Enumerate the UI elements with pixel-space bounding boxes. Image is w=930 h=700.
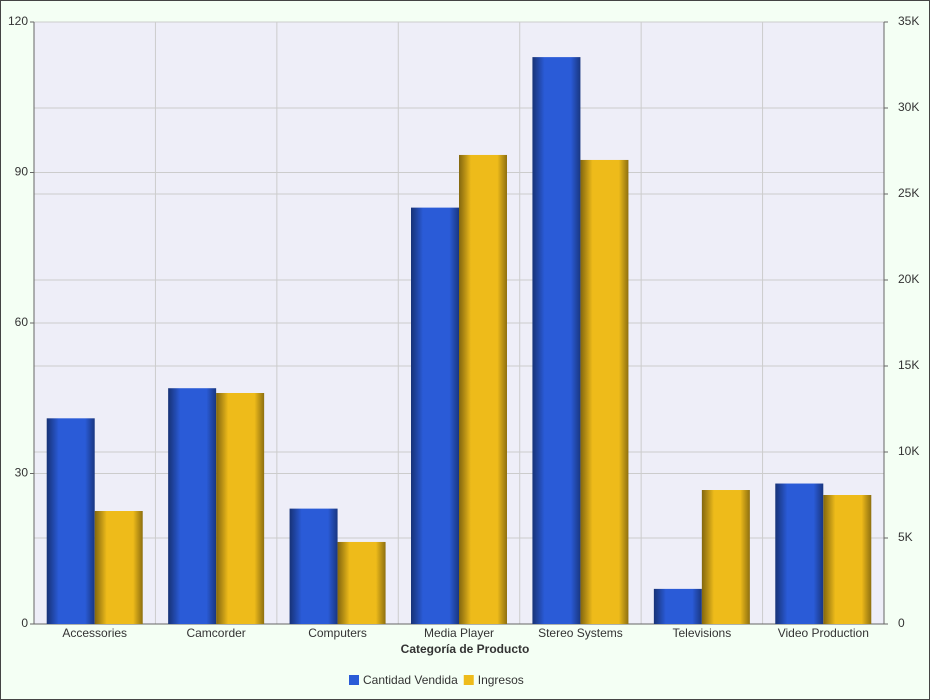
legend-swatch [349, 675, 359, 685]
bar [532, 57, 581, 625]
y2-tick-label: 35K [898, 14, 919, 28]
x-axis-title: Categoría de Producto [401, 642, 530, 656]
legend-label: Ingresos [478, 673, 524, 687]
x-tick-label: Camcorder [186, 626, 245, 640]
x-tick-label: Media Player [424, 626, 494, 640]
bar [46, 418, 95, 624]
x-tick-label: Televisions [673, 626, 732, 640]
bar [775, 483, 824, 624]
y-tick-label: 30 [15, 466, 29, 480]
bar [580, 159, 629, 624]
bar [168, 388, 217, 624]
y-tick-label: 90 [15, 165, 29, 179]
x-tick-label: Video Production [778, 626, 869, 640]
bar [823, 495, 872, 624]
y-tick-label: 120 [8, 14, 28, 28]
x-tick-label: Stereo Systems [538, 626, 623, 640]
y2-tick-label: 0 [898, 616, 905, 630]
y2-tick-label: 10K [898, 444, 919, 458]
y2-tick-label: 25K [898, 186, 919, 200]
y2-tick-label: 5K [898, 530, 913, 544]
bar [289, 508, 338, 624]
bar [701, 490, 750, 624]
y-tick-label: 60 [15, 315, 29, 329]
bar [653, 588, 702, 624]
x-tick-label: Computers [308, 626, 367, 640]
bar [459, 154, 507, 624]
bar [94, 510, 143, 624]
y2-tick-label: 15K [898, 358, 919, 372]
bar [411, 207, 459, 624]
x-tick-label: Accessories [62, 626, 127, 640]
y2-tick-label: 30K [898, 100, 919, 114]
legend-label: Cantidad Vendida [363, 673, 458, 687]
y2-tick-label: 20K [898, 272, 919, 286]
bar [337, 541, 386, 624]
legend-swatch [463, 675, 474, 685]
bar [216, 393, 265, 624]
y-tick-label: 0 [21, 616, 28, 630]
